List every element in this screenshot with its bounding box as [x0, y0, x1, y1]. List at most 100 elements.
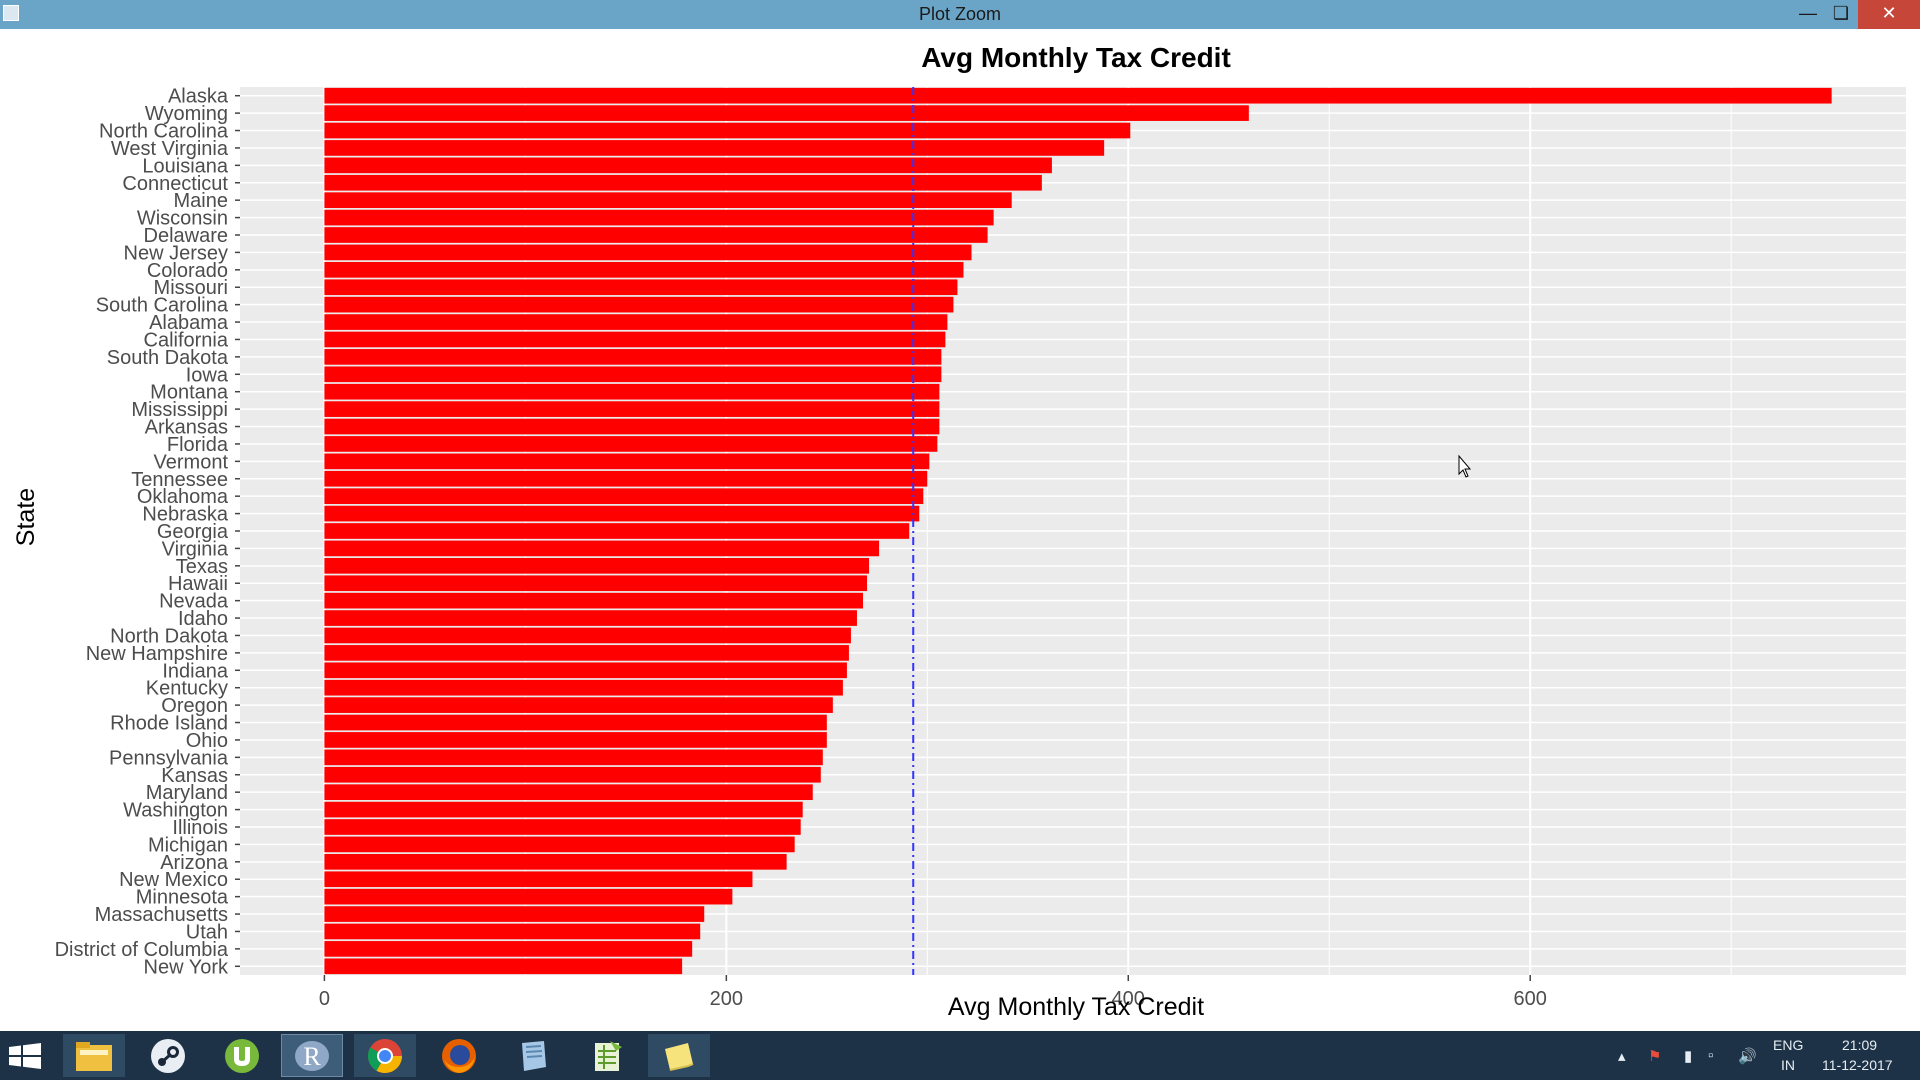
battery-icon[interactable]: ▮	[1684, 1048, 1693, 1065]
y-tick-label: District of Columbia	[55, 939, 229, 961]
y-tick-label: Iowa	[186, 364, 229, 386]
bar-rhode-island	[324, 714, 827, 731]
y-tick-label: South Dakota	[107, 347, 229, 369]
bar-district-of-columbia	[324, 941, 693, 957]
taskbar: R ▴ ⚑ ▮ ▫ 🔊 ENG IN 21:09 11-12-2017	[0, 1031, 1920, 1080]
y-tick-label: Michigan	[148, 834, 228, 856]
show-hidden-icons-chevron-icon[interactable]: ▴	[1618, 1048, 1626, 1065]
bar-south-dakota	[324, 349, 942, 365]
utorrent-icon[interactable]	[211, 1034, 273, 1077]
maximize-button[interactable]: ❏	[1832, 3, 1850, 23]
language-region[interactable]: IN	[1781, 1057, 1795, 1073]
bar-nevada	[324, 592, 863, 609]
close-button[interactable]: ✕	[1858, 0, 1920, 29]
y-tick-label: Arizona	[160, 852, 229, 874]
y-tick-label: Oklahoma	[137, 486, 229, 508]
notepad-icon[interactable]	[502, 1034, 564, 1077]
y-tick-label: Hawaii	[168, 573, 228, 595]
mouse-cursor-icon	[1458, 454, 1472, 478]
y-tick-label: New Jersey	[124, 242, 228, 264]
spreadsheet-icon[interactable]	[576, 1034, 638, 1077]
y-tick-label: New Hampshire	[86, 643, 228, 665]
y-tick-label: North Dakota	[110, 625, 229, 647]
y-tick-label: Florida	[167, 434, 229, 456]
windows-start-icon[interactable]	[8, 1043, 42, 1069]
file-explorer-icon[interactable]	[63, 1034, 125, 1077]
y-tick-label: Mississippi	[131, 399, 228, 421]
volume-icon[interactable]: 🔊	[1738, 1048, 1757, 1065]
x-tick-label: 400	[1112, 988, 1145, 1010]
bar-maine	[324, 192, 1012, 209]
window-titlebar: Plot Zoom — ❏ ✕	[0, 0, 1920, 29]
x-tick-label: 0	[319, 988, 330, 1010]
bar-georgia	[324, 523, 910, 539]
bar-colorado	[324, 261, 964, 278]
bar-kentucky	[324, 679, 843, 696]
y-tick-label: Washington	[123, 800, 228, 822]
bar-south-carolina	[324, 296, 954, 313]
bar-missouri	[324, 279, 958, 296]
y-tick-label: Utah	[186, 921, 228, 943]
bar-new-mexico	[324, 871, 753, 888]
y-tick-label: Nebraska	[142, 504, 228, 526]
bar-montana	[324, 383, 940, 400]
y-tick-label: Vermont	[154, 451, 229, 473]
clock-date[interactable]: 11-12-2017	[1822, 1057, 1893, 1073]
y-tick-label: Georgia	[157, 521, 229, 543]
clock-time[interactable]: 21:09	[1842, 1037, 1878, 1053]
y-tick-label: Wisconsin	[137, 208, 228, 230]
bar-north-carolina	[324, 122, 1131, 139]
network-icon[interactable]: ▫	[1708, 1047, 1714, 1064]
y-tick-label: California	[144, 329, 229, 351]
bar-texas	[324, 557, 870, 574]
bar-pennsylvania	[324, 749, 823, 766]
flag-icon[interactable]: ⚑	[1648, 1048, 1662, 1065]
chrome-icon[interactable]	[354, 1034, 416, 1077]
y-tick-label: Tennessee	[131, 469, 228, 491]
bar-idaho	[324, 610, 857, 626]
y-tick-label: Alabama	[149, 312, 229, 334]
bar-new-jersey	[324, 244, 972, 261]
bar-west-virginia	[324, 140, 1105, 156]
y-tick-label: Ohio	[186, 730, 228, 752]
bar-tennessee	[324, 470, 928, 487]
y-tick-label: Wyoming	[145, 103, 228, 125]
y-tick-label: Nevada	[159, 591, 229, 613]
y-tick-label: Kansas	[161, 765, 228, 787]
bar-ohio	[324, 732, 827, 748]
y-tick-label: Alaska	[168, 86, 229, 108]
y-tick-label: Maine	[174, 190, 228, 212]
bar-north-dakota	[324, 627, 851, 644]
steam-icon[interactable]	[137, 1034, 199, 1077]
minimize-button[interactable]: —	[1799, 3, 1817, 23]
y-tick-label: Minnesota	[136, 887, 229, 909]
bar-new-hampshire	[324, 645, 849, 661]
y-tick-label: South Carolina	[96, 295, 229, 317]
window-title: Plot Zoom	[918, 4, 1002, 24]
y-tick-label: Virginia	[162, 538, 229, 560]
sticky-notes-icon[interactable]	[648, 1034, 710, 1077]
y-tick-label: Pennsylvania	[109, 747, 229, 769]
y-tick-label: North Carolina	[99, 121, 229, 143]
bar-mississippi	[324, 401, 940, 417]
bar-vermont	[324, 453, 930, 470]
bar-wyoming	[324, 105, 1249, 121]
bar-virginia	[324, 540, 880, 557]
y-tick-label: Connecticut	[122, 173, 228, 195]
y-tick-label: Montana	[150, 382, 229, 404]
y-tick-label: Louisiana	[142, 155, 229, 177]
y-tick-label: Delaware	[144, 225, 228, 247]
firefox-icon[interactable]	[428, 1034, 490, 1077]
bar-florida	[324, 436, 938, 452]
bar-hawaii	[324, 575, 868, 592]
x-tick-label: 600	[1514, 988, 1547, 1010]
y-axis-label: State	[12, 488, 40, 546]
bar-illinois	[324, 819, 801, 835]
language-code[interactable]: ENG	[1773, 1037, 1804, 1053]
bar-nebraska	[324, 505, 920, 522]
y-tick-label: Illinois	[172, 817, 228, 839]
r-icon[interactable]: R	[281, 1034, 343, 1077]
bar-utah	[324, 923, 701, 940]
bar-washington	[324, 801, 803, 818]
y-tick-label: New York	[144, 956, 229, 978]
